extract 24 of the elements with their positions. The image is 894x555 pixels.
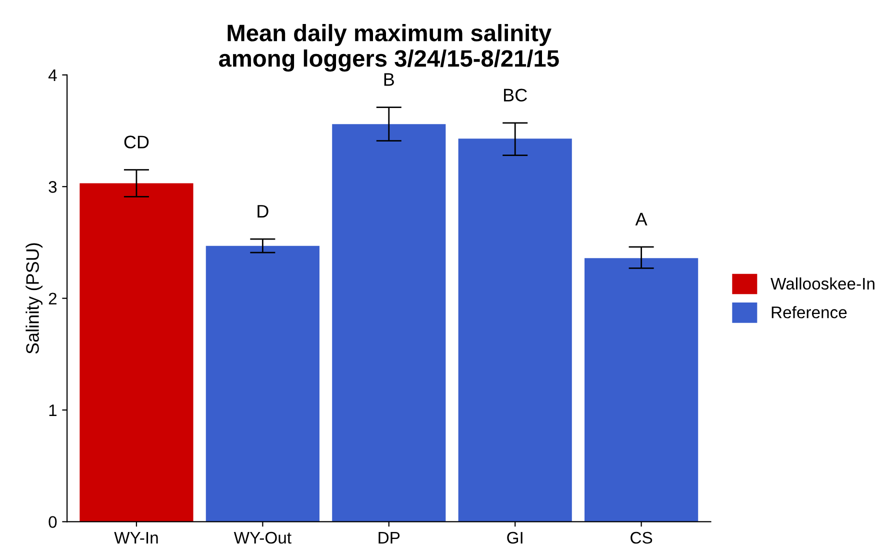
x-tick-label: CS (630, 532, 652, 544)
bar (206, 246, 320, 522)
annotation: A (635, 212, 648, 226)
y-tick-label: 0 (48, 516, 57, 528)
legend-label: Wallooskee-In (770, 277, 874, 290)
bar (458, 138, 572, 522)
bar (80, 183, 194, 522)
bar (332, 124, 446, 522)
x-tick-label: WY-In (114, 532, 158, 544)
legend-label: Reference (772, 306, 847, 318)
y-tick-label: 3 (48, 181, 57, 193)
x-tick-label: GI (507, 532, 522, 544)
y-tick-label: 2 (48, 292, 56, 304)
x-tick-label: DP (378, 532, 400, 544)
x-tick-label: WY-Out (234, 532, 292, 544)
y-tick-label: 1 (49, 404, 57, 416)
y-axis-title: Salinity (PSU) (26, 243, 43, 354)
annotation: B (384, 73, 394, 86)
bar (584, 258, 698, 522)
annotation: D (258, 205, 268, 218)
annotation: CD (124, 136, 149, 148)
annotation: BC (504, 88, 527, 102)
chart-title: Mean daily maximum salinity among loggers 3/24/15-8/21/15 (218, 24, 559, 72)
y-tick-label: 4 (48, 70, 57, 81)
